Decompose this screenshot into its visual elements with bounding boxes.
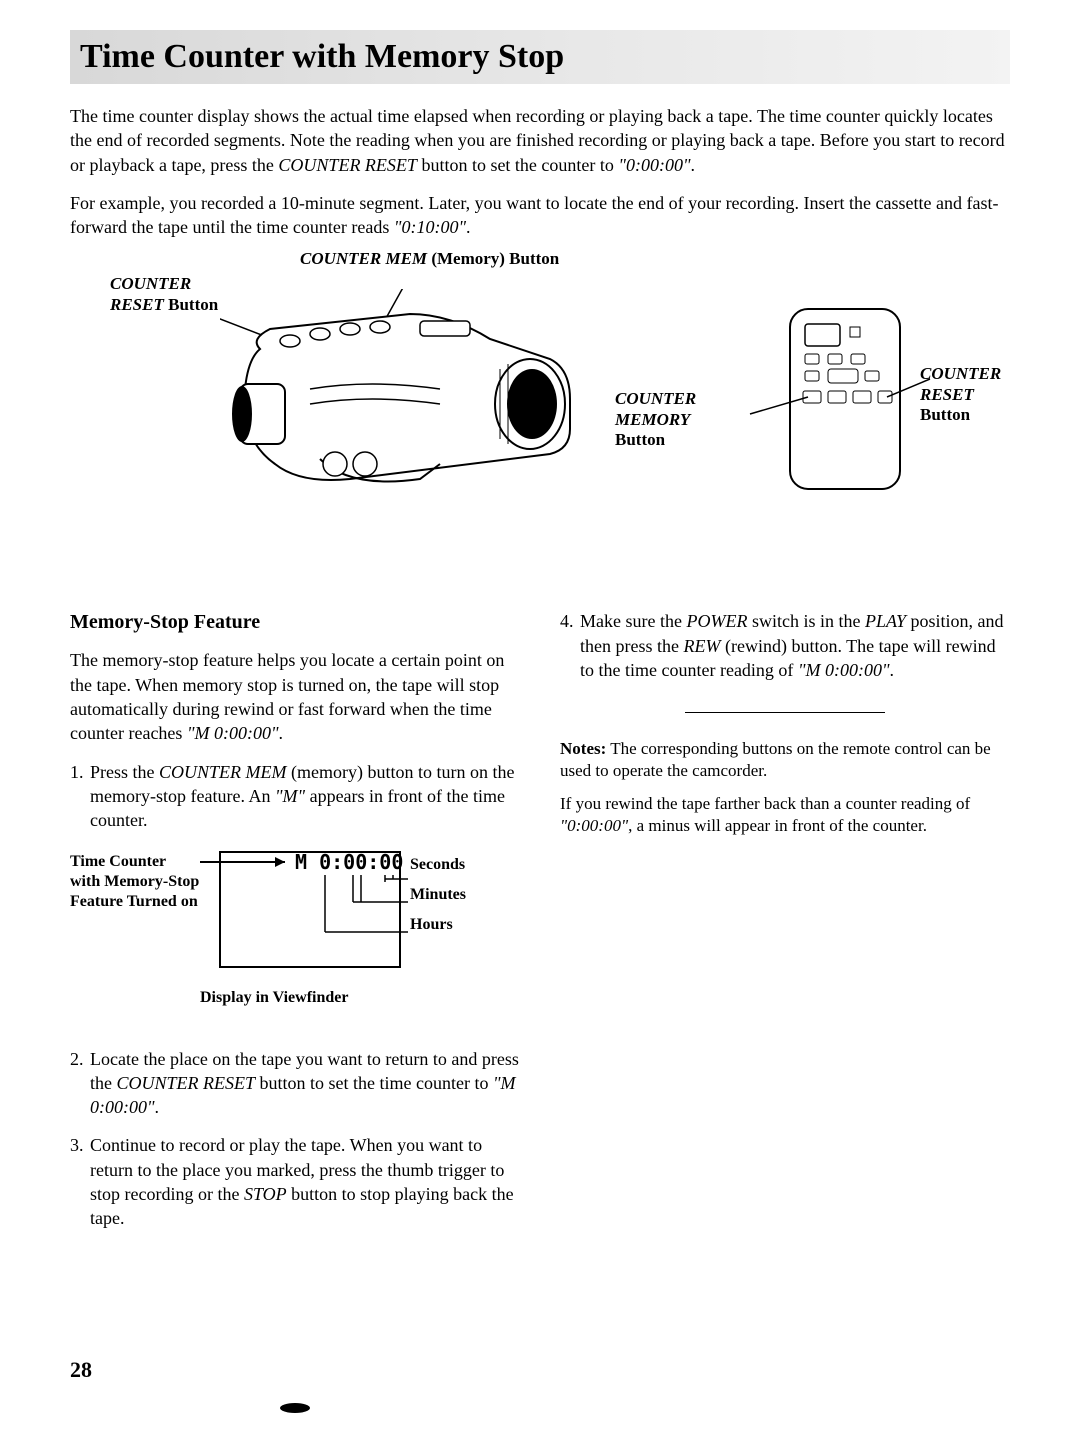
step-number: 3.: [70, 1133, 90, 1230]
value: "M": [275, 786, 305, 806]
text: button to set the time counter to: [255, 1073, 493, 1093]
counter-value: "M 0:00:00": [187, 723, 279, 743]
notes-section: Notes: The corresponding buttons on the …: [560, 738, 1010, 836]
seconds-label: Seconds: [410, 855, 465, 875]
title-bar: Time Counter with Memory Stop: [70, 30, 1010, 84]
counter-mem-label: COUNTER MEM (Memory) Button: [300, 249, 600, 269]
text: .: [691, 155, 696, 175]
text: Button: [615, 430, 665, 449]
text: button to set the counter to: [417, 155, 618, 175]
step-text: Press the COUNTER MEM (memory) button to…: [90, 760, 520, 833]
step-number: 2.: [70, 1047, 90, 1120]
camcorder-svg: [220, 289, 600, 519]
display-caption: Display in Viewfinder: [200, 987, 348, 1009]
text: .: [890, 660, 895, 680]
two-column-body: Memory-Stop Feature The memory-stop feat…: [70, 609, 1010, 1244]
text: Make sure the: [580, 611, 686, 631]
button-name: PLAY: [865, 611, 906, 631]
divider: [685, 712, 885, 713]
minutes-label: Minutes: [410, 885, 466, 905]
button-name: COUNTER RESET: [117, 1073, 256, 1093]
scan-artifact: [280, 1403, 310, 1413]
page-title: Time Counter with Memory Stop: [80, 38, 564, 75]
text: .: [279, 723, 284, 743]
text: .: [155, 1097, 160, 1117]
step-1: 1. Press the COUNTER MEM (memory) button…: [70, 760, 520, 833]
button-name: REW: [683, 636, 720, 656]
intro-p1: The time counter display shows the actua…: [70, 104, 1010, 177]
button-name: STOP: [244, 1184, 287, 1204]
text: , a minus will appear in front of the co…: [628, 816, 927, 835]
value: "M 0:00:00": [798, 660, 890, 680]
text: .: [466, 217, 471, 237]
feature-intro: The memory-stop feature helps you locate…: [70, 648, 520, 745]
text: COUNTER MEM: [300, 249, 427, 268]
camcorder-illustration: [220, 289, 600, 519]
text: COUNTER: [110, 274, 191, 293]
left-column: Memory-Stop Feature The memory-stop feat…: [70, 609, 520, 1244]
note-2: If you rewind the tape farther back than…: [560, 793, 1010, 837]
text: If you rewind the tape farther back than…: [560, 794, 970, 813]
camcorder-figure: COUNTER RESET Button COUNTER MEM (Memory…: [70, 259, 1010, 559]
text: Press the: [90, 762, 159, 782]
counter-value: "0:10:00": [394, 217, 466, 237]
text: The memory-stop feature helps you locate…: [70, 650, 504, 743]
step-4: 4. Make sure the POWER switch is in the …: [560, 609, 1010, 682]
step-text: Locate the place on the tape you want to…: [90, 1047, 520, 1120]
text: The corresponding buttons on the remote …: [560, 739, 991, 780]
button-name: COUNTER MEM: [159, 762, 287, 782]
remote-illustration: [700, 299, 980, 499]
text: RESET: [110, 295, 164, 314]
viewfinder-display-figure: Time Counter with Memory-Stop Feature Tu…: [70, 847, 520, 1017]
page: Time Counter with Memory Stop The time c…: [0, 0, 1080, 1433]
remote-svg: [700, 299, 980, 499]
value: "0:00:00": [560, 816, 628, 835]
step-text: Continue to record or play the tape. Whe…: [90, 1133, 520, 1230]
hours-label: Hours: [410, 915, 453, 935]
page-number: 28: [70, 1357, 92, 1383]
step-text: Make sure the POWER switch is in the PLA…: [580, 609, 1010, 682]
step-number: 1.: [70, 760, 90, 833]
feature-heading: Memory-Stop Feature: [70, 609, 520, 636]
step-2: 2. Locate the place on the tape you want…: [70, 1047, 520, 1120]
right-column: 4. Make sure the POWER switch is in the …: [560, 609, 1010, 1244]
intro-p2: For example, you recorded a 10-minute se…: [70, 191, 1010, 240]
step-number: 4.: [560, 609, 580, 682]
button-name: POWER: [686, 611, 747, 631]
note-1: Notes: The corresponding buttons on the …: [560, 738, 1010, 782]
intro-section: The time counter display shows the actua…: [70, 104, 1010, 239]
text: (Memory) Button: [427, 249, 559, 268]
text: For example, you recorded a 10-minute se…: [70, 193, 998, 237]
text: COUNTER: [615, 389, 696, 408]
step-3: 3. Continue to record or play the tape. …: [70, 1133, 520, 1230]
text: Button: [164, 295, 218, 314]
text: switch is in the: [747, 611, 865, 631]
counter-readout: M 0:00:00: [295, 850, 403, 874]
counter-value: "0:00:00": [618, 155, 690, 175]
text: MEMORY: [615, 410, 690, 429]
notes-label: Notes:: [560, 739, 606, 758]
button-name: COUNTER RESET: [278, 155, 417, 175]
